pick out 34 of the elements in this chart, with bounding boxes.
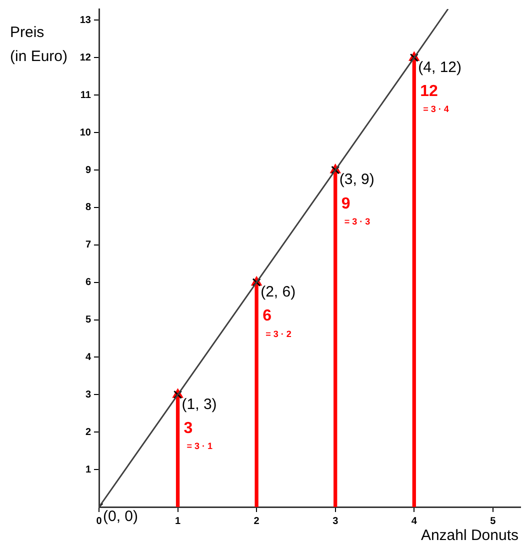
annotation: = 3 · 3	[344, 216, 370, 226]
annotation: = 3 · 2	[266, 328, 292, 339]
y-tick-label: 10	[80, 127, 92, 138]
data-label: (1, 3)	[182, 396, 217, 413]
y-tick-label: 5	[85, 314, 92, 326]
annotation: = 3 · 1	[186, 441, 213, 452]
y-tick-label: 6	[85, 277, 92, 288]
x-tick-label: 4	[411, 516, 418, 527]
y-tick-label: 11	[80, 90, 92, 101]
data-label: (4, 12)	[418, 58, 462, 76]
x-tick-label: 2	[254, 516, 260, 527]
y-tick-label: 1	[85, 464, 92, 476]
y-tick-label: 13	[80, 14, 92, 26]
y-tick-label: 12	[80, 52, 92, 64]
data-label: (0, 0)	[103, 508, 138, 526]
annotation: = 3 · 4	[423, 104, 449, 114]
x-tick-label: 1	[175, 516, 182, 527]
data-label: 9	[341, 195, 350, 212]
x-tick-label: 0	[96, 516, 102, 527]
y-tick-label: 7	[85, 240, 92, 251]
x-tick-label: 3	[332, 516, 339, 527]
x-tick-label: 5	[490, 516, 496, 527]
y-axis-title: Preis (in Euro)	[10, 24, 68, 66]
data-label: (2, 6)	[260, 283, 296, 300]
y-tick-label: 9	[85, 164, 92, 176]
y-tick-label: 2	[85, 426, 92, 438]
y-tick-label: 4	[85, 352, 92, 363]
data-label: 12	[420, 83, 438, 100]
x-axis-title: Anzahl Donuts	[420, 527, 518, 542]
data-label: (3, 9)	[339, 171, 374, 188]
data-label: 6	[262, 308, 272, 325]
y-tick-label: 3	[85, 389, 92, 400]
data-label: 3	[184, 420, 193, 438]
y-tick-label: 8	[85, 202, 92, 214]
